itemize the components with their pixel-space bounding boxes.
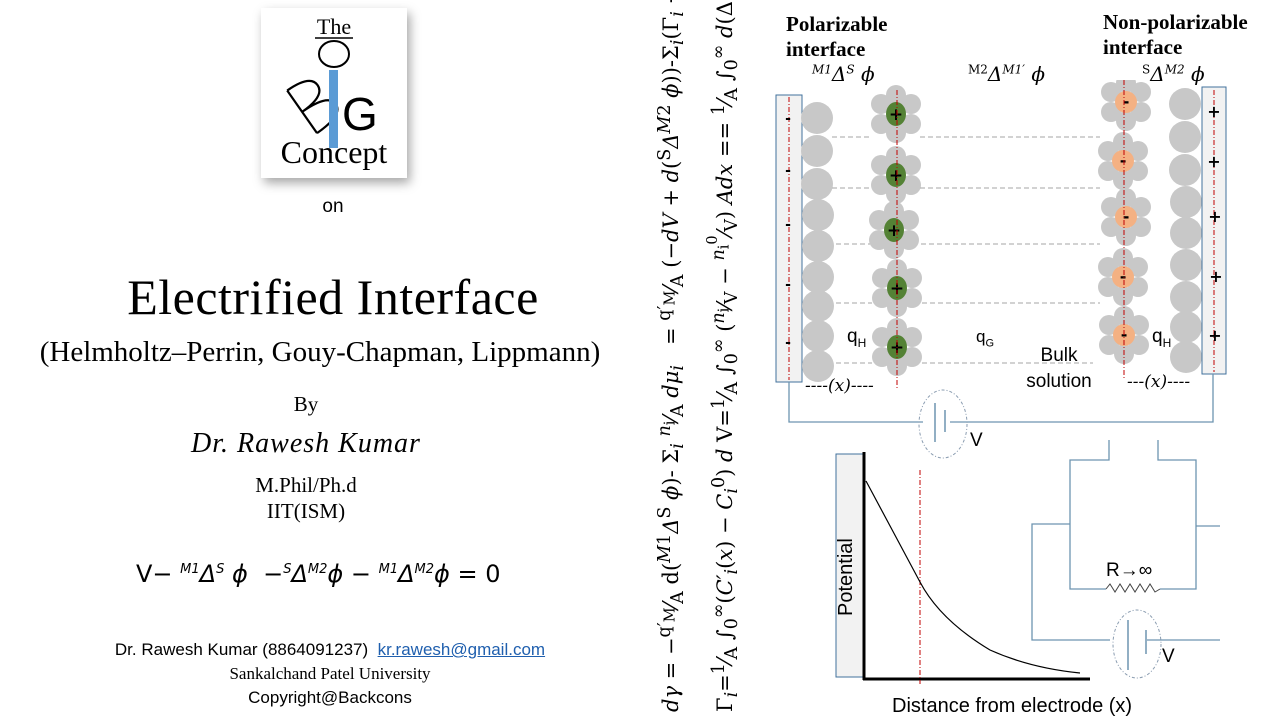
big-concept-logo: The G Concept — [261, 8, 407, 178]
q: q — [976, 327, 986, 346]
phi-s-m2-label: SΔM2 ϕ — [1142, 62, 1205, 86]
eq-sup: M1 — [378, 562, 399, 577]
svg-text:+: + — [1207, 102, 1220, 121]
resistor-label: R→∞ — [1106, 560, 1153, 581]
phi: ϕ — [1190, 62, 1205, 86]
phi-m2-m1-label: M2ΔM1′ ϕ — [968, 62, 1045, 86]
author-credentials: M.Phil/Ph.d IIT(ISM) — [0, 472, 612, 524]
eq-sup: S — [216, 562, 225, 577]
page-title: Electrified Interface — [127, 269, 539, 325]
q: q — [847, 326, 858, 347]
svg-text:Concept: Concept — [281, 134, 388, 170]
x-distance-left-label: ----(x)---- — [805, 376, 874, 396]
university-text: Sankalchand Patel University — [229, 664, 431, 683]
logo-graphic-icon: The G Concept — [281, 14, 388, 170]
q-g-label: qG — [976, 327, 994, 349]
phi-m1-s-label: M1ΔS ϕ — [812, 62, 875, 86]
eq-phi: ϕ — [327, 560, 344, 588]
polarizable-interface-label: Polarizable interface — [786, 12, 887, 62]
institute-text: IIT(ISM) — [266, 499, 346, 523]
svg-text:G: G — [342, 88, 378, 140]
distance-axis-label: Distance from electrode (x) — [892, 695, 1133, 717]
contact-text: Dr. Rawesh Kumar (8864091237) — [114, 640, 369, 659]
eq-sup: S — [283, 562, 292, 577]
eq-phi: ϕ — [232, 560, 248, 588]
solution-text: solution — [1026, 371, 1092, 392]
sup: M1 — [812, 62, 832, 77]
bulk-solution-label: Bulk solution — [1018, 343, 1100, 395]
on-text: on — [322, 196, 344, 217]
svg-text:-: - — [785, 277, 791, 293]
label-line: interface — [1103, 35, 1183, 59]
sub: G — [985, 337, 995, 350]
resistor-icon — [1105, 583, 1161, 593]
label-line: interface — [786, 37, 866, 61]
email-link[interactable]: kr.rawesh@gmail.com — [377, 640, 546, 659]
delta: Δ — [831, 62, 847, 86]
eq-sup: M2 — [414, 562, 435, 577]
sub: H — [1162, 335, 1172, 350]
sup: S — [1142, 62, 1151, 77]
phi: ϕ — [1031, 62, 1046, 86]
battery-v-label: V — [970, 430, 983, 451]
q-h-right-label: qH — [1152, 326, 1171, 350]
bulk-text: Bulk — [1040, 345, 1078, 366]
page-subtitle: (Helmholtz–Perrin, Gouy-Chapman, Lippman… — [39, 336, 601, 368]
eq-v: V — [136, 560, 153, 588]
svg-text:The: The — [317, 14, 351, 39]
circuit-battery-v-label: V — [1162, 646, 1175, 667]
sub: H — [857, 335, 867, 350]
svg-text:-: - — [785, 335, 791, 351]
eq-equals: = 0 — [457, 560, 501, 588]
degree-text: M.Phil/Ph.d — [255, 473, 357, 497]
potential-curve — [865, 480, 1081, 674]
phi: ϕ — [860, 62, 875, 86]
svg-text:-: - — [785, 217, 791, 233]
sup: M2 — [968, 62, 988, 77]
svg-text:+: + — [1207, 152, 1220, 171]
sup: S — [846, 62, 855, 77]
eq-sup: M2 — [307, 562, 328, 577]
svg-text:-: - — [785, 163, 791, 179]
by-text: By — [293, 392, 319, 416]
eq-phi: ϕ — [434, 560, 450, 588]
label-line: Non-polarizable — [1103, 10, 1248, 34]
svg-text:+: + — [1208, 207, 1221, 226]
eq-sup: M1 — [180, 562, 200, 577]
double-layer-diagram: + - ----- — [775, 80, 1227, 684]
non-polarizable-interface-label: Non-polarizable interface — [1103, 10, 1248, 60]
sup: M2 — [1164, 62, 1185, 77]
potential-balance-equation: V− M1ΔS ϕ −SΔM2ϕ − M1ΔM2ϕ = 0 — [136, 560, 501, 588]
author-name: Dr. Rawesh Kumar — [191, 428, 421, 459]
q-h-left-label: qH — [847, 326, 866, 350]
sup: M1′ — [1002, 62, 1026, 77]
gibbs-adsorption-equation: dγ = −q′M⁄A d(M1ΔS ϕ)- Σi ni⁄A dμi = q′M… — [654, 0, 689, 712]
potential-axis-label: Potential — [835, 538, 857, 616]
copyright-text: Copyright@Backcons — [248, 688, 412, 707]
q: q — [1152, 326, 1163, 347]
delta: Δ — [1150, 62, 1165, 86]
label-line: Polarizable — [786, 12, 888, 36]
surface-excess-equation: Γi=1⁄A ∫0∞(C′i(x) − Ci0) d V=1⁄A ∫0∞ (ni… — [704, 0, 743, 712]
footer-contact: Dr. Rawesh Kumar (8864091237) kr.rawesh@… — [60, 638, 600, 710]
x-distance-right-label: ---(x)---- — [1127, 372, 1191, 392]
svg-text:+: + — [1208, 326, 1221, 345]
svg-text:+: + — [1209, 267, 1222, 286]
svg-text:-: - — [785, 111, 791, 127]
delta: Δ — [987, 62, 1003, 86]
